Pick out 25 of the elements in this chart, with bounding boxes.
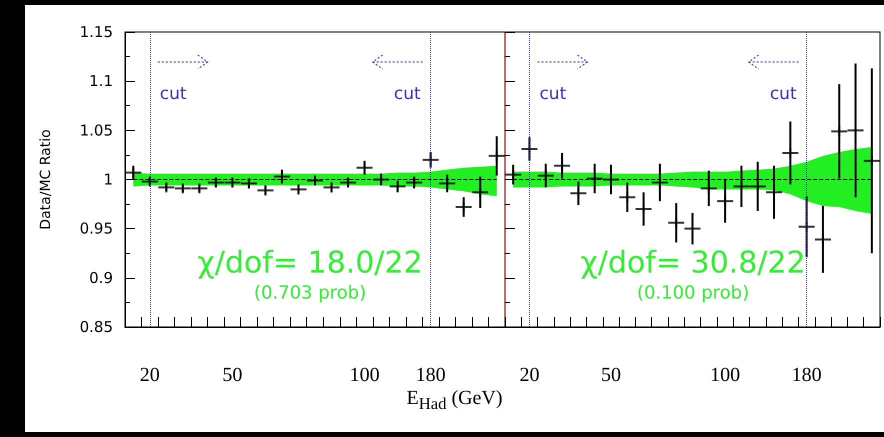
y-tick-label: 1.05 <box>80 121 113 140</box>
x-tick-label: 100 <box>350 364 380 386</box>
x-tick-label: 100 <box>710 364 740 386</box>
y-tick-label: 0.9 <box>89 268 113 287</box>
x-tick-label: 50 <box>222 364 242 386</box>
x-tick-label: 20 <box>140 364 160 386</box>
ref-line-label: cut <box>160 84 187 104</box>
annotation: (0.703 prob) <box>254 282 366 304</box>
x-tick-label: 180 <box>792 364 822 386</box>
y-axis-title: Data/MC Ratio <box>38 129 54 230</box>
x-tick-label: 50 <box>600 364 621 386</box>
y-tick-label: 1.15 <box>80 23 113 41</box>
y-tick-label: 1.1 <box>89 72 113 90</box>
y-tick-label: 1 <box>103 170 113 188</box>
x-axis-title: E$_{Had}$ (GeV) <box>405 387 504 414</box>
annotation: χ/dof= 18.0/22 <box>197 246 423 280</box>
ref-line-label: cut <box>539 84 567 104</box>
y-tick-label: 0.85 <box>80 318 113 336</box>
ref-line-label: cut <box>394 84 421 104</box>
ref-line-label: cut <box>770 84 797 104</box>
x-tick-label: 180 <box>416 364 446 386</box>
x-tick-label: 20 <box>519 364 540 386</box>
annotation: χ/dof= 30.8/22 <box>580 246 806 280</box>
y-tick-label: 0.95 <box>80 220 113 238</box>
annotation: (0.100 prob) <box>636 282 750 304</box>
